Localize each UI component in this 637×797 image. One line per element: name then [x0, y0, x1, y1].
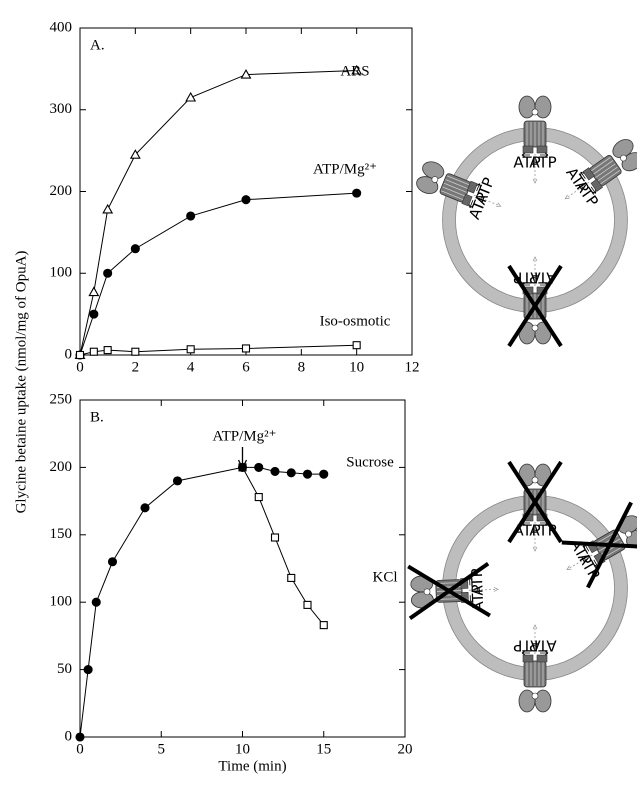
marker — [353, 189, 361, 197]
transporter: ATPATP — [412, 153, 509, 226]
series-label: Iso-osmotic — [320, 313, 391, 329]
panel-label: A. — [90, 37, 105, 53]
atp-label: ATP — [471, 175, 498, 207]
marker — [272, 534, 279, 541]
marker — [174, 477, 182, 485]
series-label: Sucrose — [346, 454, 394, 470]
marker — [90, 348, 97, 355]
marker — [255, 463, 263, 471]
x-tick-label: 6 — [242, 359, 250, 375]
marker — [77, 352, 84, 359]
ligand — [532, 109, 538, 115]
x-tick-label: 5 — [158, 741, 166, 757]
marker — [187, 346, 194, 353]
substrate-domain — [535, 96, 551, 118]
series-line — [80, 193, 357, 355]
series-line — [80, 467, 324, 737]
x-tick-label: 2 — [132, 359, 140, 375]
substrate-domain — [519, 690, 535, 712]
figure: Glycine betaine uptake (nmol/mg of OpuA)… — [0, 0, 637, 792]
transport-arrow-head — [564, 195, 570, 201]
atp-label: ATP — [513, 637, 540, 655]
ligand — [532, 325, 538, 331]
marker — [104, 269, 112, 277]
marker — [90, 310, 98, 318]
marker — [104, 347, 111, 354]
marker — [320, 622, 327, 629]
series-line — [243, 467, 324, 625]
series-label: KCl — [372, 569, 397, 585]
marker — [255, 494, 262, 501]
nbd — [537, 146, 547, 153]
marker — [76, 733, 84, 741]
marker — [242, 196, 250, 204]
x-tick-label: 0 — [76, 359, 84, 375]
transport-arrow-head — [566, 566, 571, 571]
marker — [271, 467, 279, 475]
y-tick-label: 250 — [50, 391, 73, 407]
series-label: ARS — [340, 63, 369, 79]
substrate-domain — [519, 96, 535, 118]
marker — [353, 342, 360, 349]
substrate-domain — [535, 690, 551, 712]
transport-arrow-head — [496, 203, 501, 208]
y-tick-label: 300 — [50, 101, 73, 117]
marker — [132, 348, 139, 355]
marker — [243, 345, 250, 352]
marker — [89, 288, 98, 296]
marker — [103, 205, 112, 213]
marker — [239, 463, 247, 471]
y-tick-label: 200 — [50, 459, 73, 475]
y-tick-label: 400 — [50, 19, 73, 35]
x-axis-label: Time (min) — [218, 758, 286, 774]
y-tick-label: 150 — [50, 526, 73, 542]
y-axis-label: Glycine betaine uptake (nmol/mg of OpuA) — [13, 251, 29, 514]
x-tick-label: 20 — [398, 741, 413, 757]
marker — [131, 245, 139, 253]
marker — [304, 470, 312, 478]
y-tick-label: 200 — [50, 183, 73, 199]
marker — [187, 212, 195, 220]
marker — [186, 93, 195, 101]
series-line — [80, 345, 357, 355]
marker — [288, 574, 295, 581]
x-tick-label: 0 — [76, 741, 84, 757]
marker — [320, 470, 328, 478]
y-tick-label: 0 — [65, 346, 73, 362]
atp-label: ATP — [529, 154, 556, 172]
marker — [92, 598, 100, 606]
annotation: ATP/Mg²⁺ — [212, 428, 276, 444]
panel-label: B. — [90, 409, 104, 425]
ligand — [532, 693, 538, 699]
x-tick-label: 12 — [405, 359, 420, 375]
x-tick-label: 10 — [235, 741, 250, 757]
y-tick-label: 50 — [57, 661, 72, 677]
y-tick-label: 100 — [50, 265, 73, 281]
y-tick-label: 0 — [65, 728, 73, 744]
marker — [84, 666, 92, 674]
ligand — [532, 477, 538, 483]
ligand — [424, 589, 430, 595]
marker — [304, 601, 311, 608]
nbd — [523, 655, 533, 662]
x-tick-label: 15 — [316, 741, 331, 757]
series-label: ATP/Mg²⁺ — [313, 161, 377, 177]
x-tick-label: 10 — [349, 359, 364, 375]
marker — [287, 469, 295, 477]
x-tick-label: 4 — [187, 359, 195, 375]
nbd — [523, 146, 533, 153]
x-tick-label: 8 — [298, 359, 306, 375]
nbd — [537, 655, 547, 662]
marker — [109, 558, 117, 566]
y-tick-label: 100 — [50, 594, 73, 610]
series-line — [80, 71, 357, 355]
marker — [141, 504, 149, 512]
